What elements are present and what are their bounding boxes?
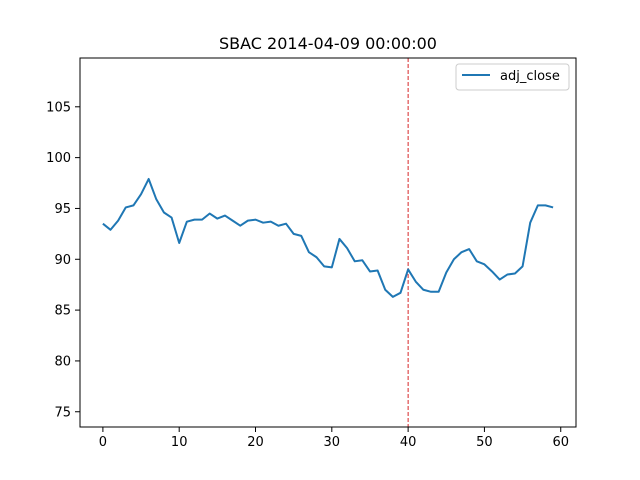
legend-box xyxy=(455,63,570,91)
data-point xyxy=(499,279,501,281)
y-tick-label: 85 xyxy=(54,304,71,319)
data-point xyxy=(407,268,409,270)
x-tick-label: 20 xyxy=(247,435,264,450)
data-point xyxy=(201,219,203,221)
data-point xyxy=(323,265,325,267)
legend-label: adj_close xyxy=(500,69,560,84)
x-tick-label: 40 xyxy=(400,435,417,450)
data-point xyxy=(163,212,165,214)
data-point xyxy=(369,270,371,272)
data-point xyxy=(438,291,440,293)
y-tick-label: 80 xyxy=(54,354,71,369)
data-point xyxy=(430,291,432,293)
data-point xyxy=(399,292,401,294)
data-point xyxy=(544,204,546,206)
y-tick-label: 105 xyxy=(46,100,71,115)
data-point xyxy=(285,223,287,225)
data-point xyxy=(346,247,348,249)
data-point xyxy=(529,222,531,224)
data-point xyxy=(392,296,394,298)
y-tick-label: 90 xyxy=(54,253,71,268)
data-point xyxy=(522,265,524,267)
data-point xyxy=(140,193,142,195)
data-point xyxy=(415,281,417,283)
data-point xyxy=(125,206,127,208)
data-point xyxy=(468,248,470,250)
data-point xyxy=(483,263,485,265)
data-point xyxy=(422,289,424,291)
data-point xyxy=(117,220,119,222)
data-point xyxy=(552,206,554,208)
data-point xyxy=(453,258,455,260)
data-point xyxy=(110,229,112,231)
data-point xyxy=(239,225,241,227)
data-point xyxy=(193,219,195,221)
x-tick-label: 0 xyxy=(99,435,107,450)
data-point xyxy=(384,289,386,291)
data-point xyxy=(216,218,218,220)
data-point xyxy=(232,220,234,222)
data-point xyxy=(300,235,302,237)
data-point xyxy=(361,259,363,261)
data-point xyxy=(277,225,279,227)
data-point xyxy=(270,221,272,223)
data-point xyxy=(316,256,318,258)
data-point xyxy=(491,270,493,272)
chart-title: SBAC 2014-04-09 00:00:00 xyxy=(219,34,437,53)
y-tick-label: 95 xyxy=(54,202,71,217)
data-point xyxy=(445,271,447,273)
data-point xyxy=(132,204,134,206)
x-tick-label: 10 xyxy=(171,435,188,450)
y-tick-label: 100 xyxy=(46,151,71,166)
data-point xyxy=(331,266,333,268)
data-point xyxy=(461,251,463,253)
data-point xyxy=(255,219,257,221)
data-point xyxy=(308,251,310,253)
data-point xyxy=(148,178,150,180)
data-point xyxy=(354,260,356,262)
data-point xyxy=(224,215,226,217)
data-point xyxy=(247,220,249,222)
data-point xyxy=(514,273,516,275)
x-tick-label: 60 xyxy=(552,435,569,450)
data-point xyxy=(209,213,211,215)
data-point xyxy=(293,233,295,235)
x-tick-label: 30 xyxy=(324,435,341,450)
data-point xyxy=(537,204,539,206)
data-point xyxy=(178,242,180,244)
y-axis: 75 80 85 90 95 100 105 xyxy=(46,100,80,420)
data-point xyxy=(506,274,508,276)
y-tick-label: 75 xyxy=(54,405,71,420)
data-point xyxy=(155,198,157,200)
data-point xyxy=(186,221,188,223)
data-point xyxy=(102,223,104,225)
data-point xyxy=(338,238,340,240)
data-point xyxy=(262,222,264,224)
data-point xyxy=(476,260,478,262)
x-axis: 0 10 20 30 40 50 60 xyxy=(99,427,569,450)
plot-frame xyxy=(79,57,577,428)
series-line-adj-close xyxy=(102,177,554,298)
data-point xyxy=(377,269,379,271)
legend: adj_close xyxy=(455,63,570,91)
data-point xyxy=(171,217,173,219)
x-tick-label: 50 xyxy=(476,435,493,450)
